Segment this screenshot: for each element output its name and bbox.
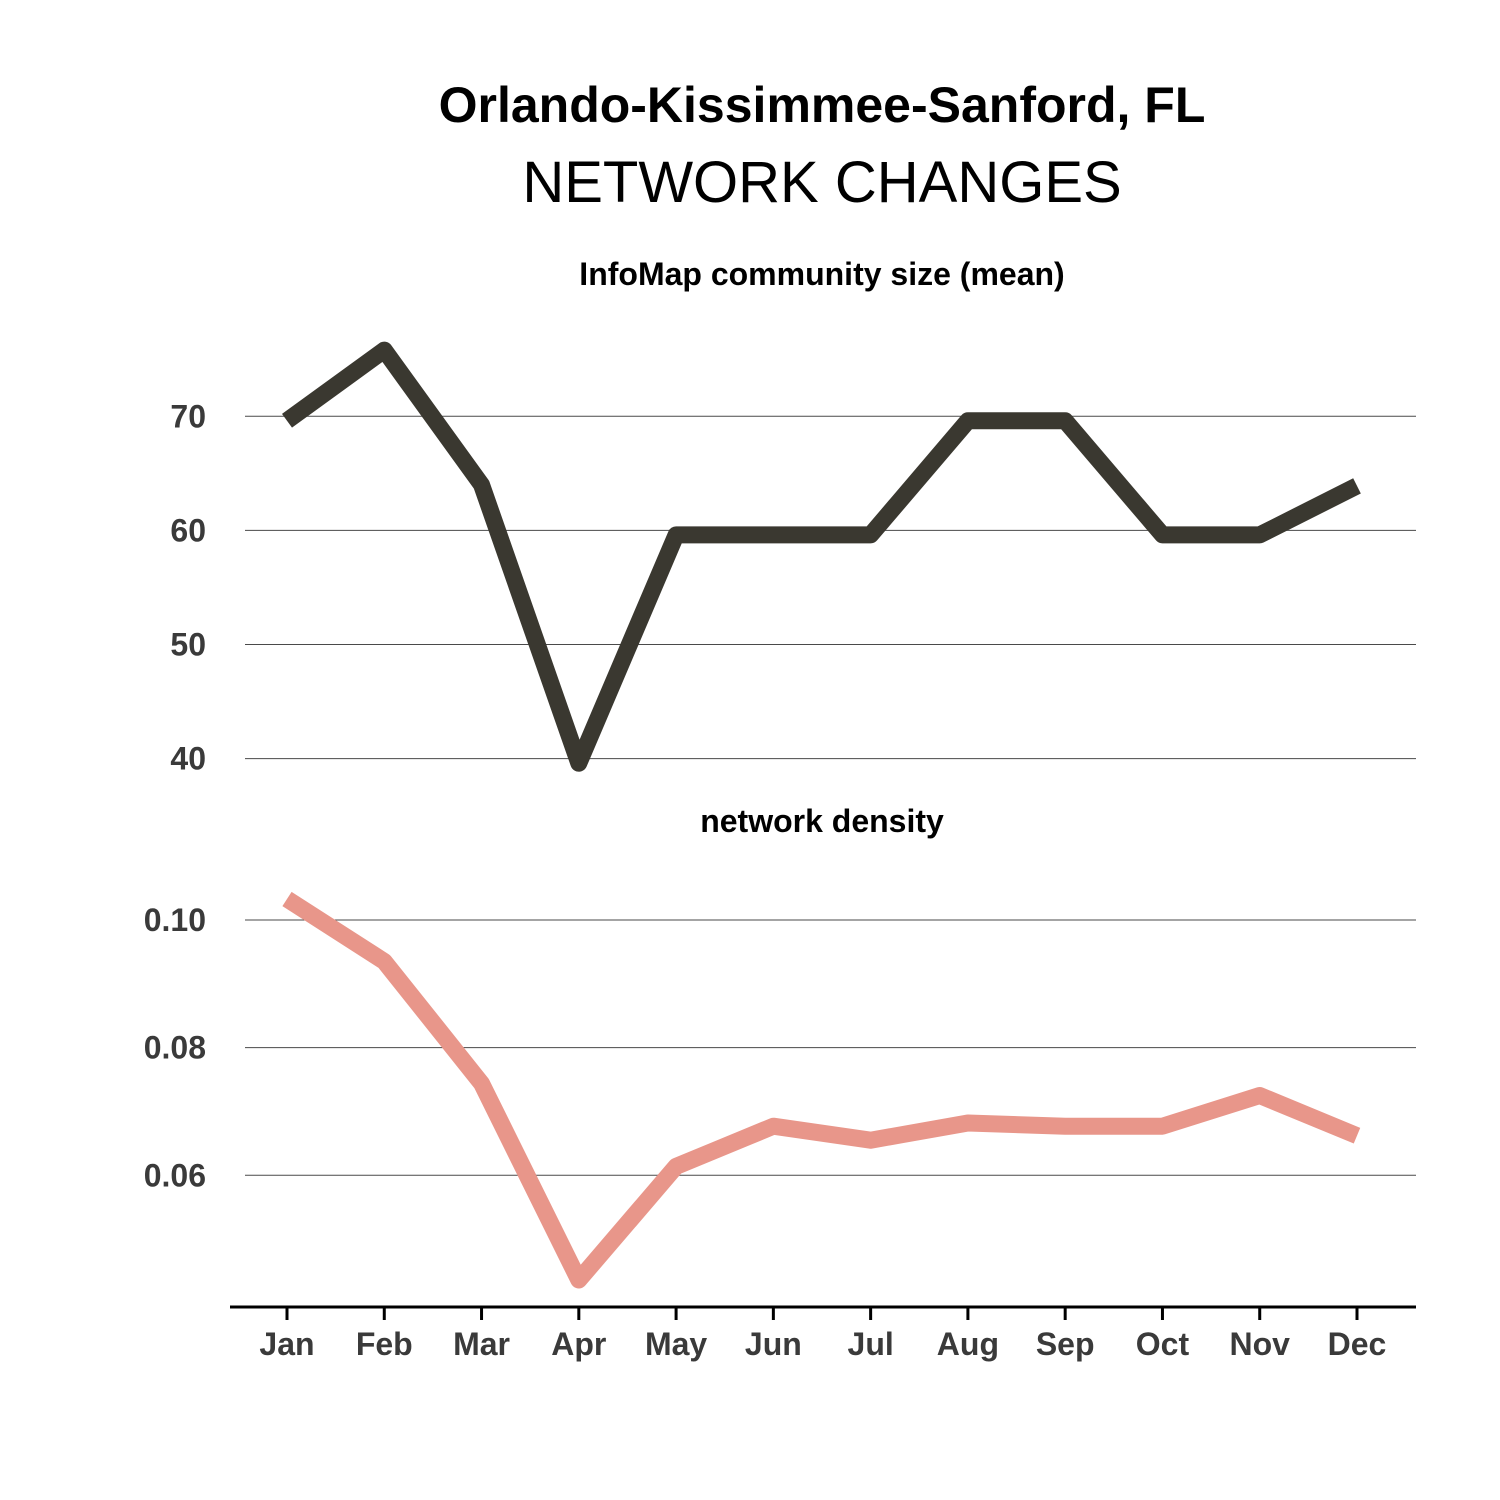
x-tick-label: Sep (1036, 1326, 1095, 1362)
x-tick-label: Jul (848, 1326, 894, 1362)
x-axis: Jan Feb Mar Apr May Jun Jul Aug Sep Oct Nov Dec (230, 1305, 1416, 1362)
x-tick-label: May (645, 1326, 707, 1362)
x-tick-label: Mar (453, 1326, 510, 1362)
network-density-panel-title: network density (700, 803, 944, 839)
community-size-y-tick-label: 50 (170, 626, 206, 662)
network-density-panel: network density 0.06 0.08 0.10 (144, 803, 1416, 1289)
x-tick-label: Dec (1328, 1326, 1387, 1362)
chart-title: Orlando-Kissimmee-Sanford, FL (439, 77, 1206, 133)
community-size-y-tick-label: 60 (170, 512, 206, 548)
chart-subtitle: NETWORK CHANGES (522, 150, 1121, 215)
x-tick-label: Jan (259, 1326, 314, 1362)
x-tick-label: Feb (356, 1326, 413, 1362)
x-tick-label: Apr (551, 1326, 606, 1362)
x-tick-label: Jun (745, 1326, 802, 1362)
community-size-y-tick-label: 70 (170, 398, 206, 434)
x-tick-label: Aug (937, 1326, 999, 1362)
community-size-panel: InfoMap community size (mean) 40 50 60 70 (170, 256, 1416, 777)
community-size-y-tick-label: 40 (170, 741, 206, 777)
network-density-y-tick-label: 0.08 (144, 1030, 206, 1066)
community-size-panel-title: InfoMap community size (mean) (579, 256, 1064, 292)
community-size-series-line (282, 341, 1361, 772)
network-density-y-tick-label: 0.10 (144, 902, 206, 938)
x-tick-label: Oct (1136, 1326, 1190, 1362)
x-tick-label: Nov (1230, 1326, 1291, 1362)
network-density-y-tick-label: 0.06 (144, 1157, 206, 1193)
network-density-series-line (282, 891, 1361, 1289)
